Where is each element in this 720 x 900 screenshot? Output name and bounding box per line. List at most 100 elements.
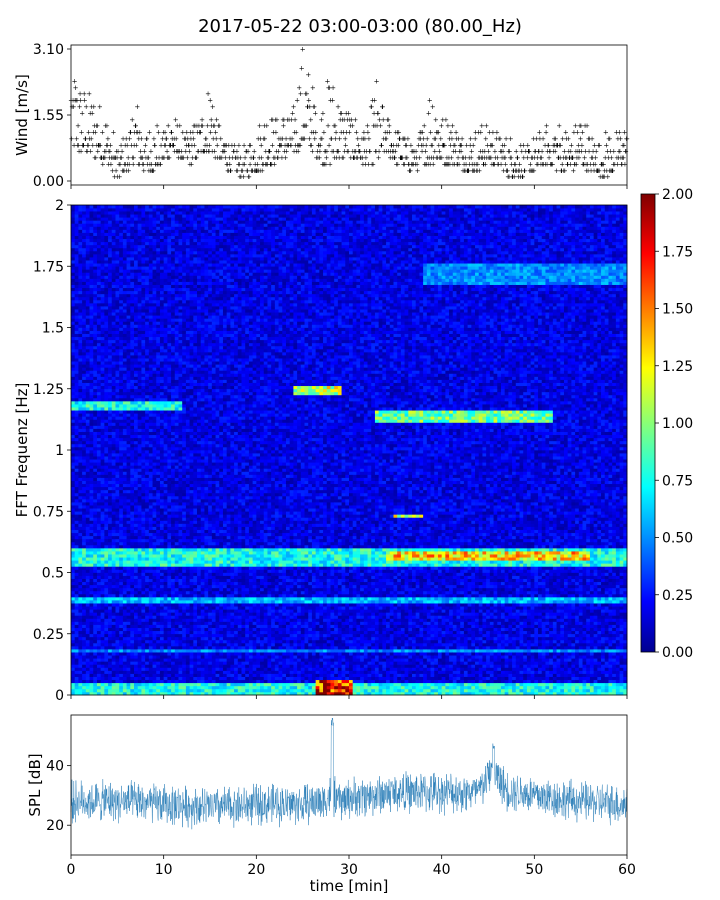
wind-point: + <box>546 141 552 149</box>
spectrogram-cell <box>148 554 153 558</box>
spectrogram-cell <box>126 456 131 460</box>
wind-point: + <box>93 154 99 162</box>
spectrogram-cell <box>115 557 120 561</box>
wind-point: + <box>554 167 560 175</box>
spectrogram-cell <box>119 269 124 273</box>
wind-point: + <box>265 154 271 162</box>
spectrogram-cell <box>134 226 139 230</box>
wind-point: + <box>473 129 479 137</box>
wind-point: + <box>253 167 259 175</box>
spectrogram-cell <box>108 269 113 273</box>
wind-point: + <box>448 129 454 137</box>
spectrogram-cell <box>85 440 90 445</box>
spectrogram-cell <box>119 324 124 328</box>
spectrogram-cell <box>156 306 161 310</box>
spectrogram-cell <box>104 333 109 338</box>
spectrogram-cell <box>89 241 94 246</box>
spectrogram-cell <box>137 511 142 515</box>
wind-point: + <box>96 141 102 149</box>
spectrogram-cell <box>74 416 79 420</box>
wind-point: + <box>114 148 120 156</box>
spectrogram-cell <box>111 235 116 240</box>
spectrogram-cell <box>119 296 124 301</box>
spectrogram-cell <box>82 593 87 598</box>
wind-point: + <box>288 141 294 149</box>
spectrogram-cell <box>115 658 120 662</box>
spectrogram-cell <box>119 205 124 209</box>
spectrogram-cell <box>89 303 94 307</box>
spectrogram-cell <box>148 578 153 583</box>
spectrogram-cell <box>115 453 120 457</box>
wind-point: + <box>471 160 477 168</box>
spectrogram-cell <box>93 495 98 500</box>
spectrogram-cell <box>78 538 83 543</box>
spectrogram-cell <box>122 624 127 628</box>
wind-point: + <box>299 135 305 143</box>
spectrogram-cell <box>85 220 90 224</box>
spectrogram-cell <box>141 630 146 635</box>
spectrogram-cell <box>85 312 90 316</box>
spectrogram-cell <box>78 345 83 350</box>
spectrogram-cell <box>111 358 116 362</box>
spectrogram-cell <box>115 370 120 374</box>
spectrogram-cell <box>100 462 105 466</box>
wind-point: + <box>494 135 500 143</box>
spectrogram-cell <box>130 639 135 644</box>
wind-point: + <box>388 148 394 156</box>
spectrogram-cell <box>115 615 120 619</box>
spectrogram-cell <box>134 673 139 677</box>
spectrogram-cell <box>152 263 157 267</box>
wind-point: + <box>502 141 508 149</box>
wind-point: + <box>466 154 472 162</box>
wind-point: + <box>126 167 132 175</box>
spectrogram-cell <box>156 688 161 693</box>
spectrogram-cell <box>71 499 76 503</box>
spectrogram-cell <box>96 226 102 230</box>
spectrogram-cell <box>148 499 153 503</box>
spectrogram-cell <box>108 287 113 292</box>
spectrogram-cell <box>145 593 150 598</box>
wind-point: + <box>151 135 157 143</box>
spectrogram-cell <box>126 241 131 246</box>
spectrogram-cell <box>74 590 79 595</box>
spectrogram-cell <box>141 370 146 374</box>
spectrogram-cell <box>111 502 116 506</box>
wind-point: + <box>398 154 404 162</box>
spectrogram-cell <box>111 388 116 393</box>
spectrogram-cell <box>96 419 102 423</box>
wind-point: + <box>617 135 623 143</box>
wind-point: + <box>102 154 108 162</box>
spectrogram-cell <box>119 587 124 592</box>
spectrogram-cell <box>126 548 131 552</box>
spectrogram-cell <box>115 388 120 393</box>
spectrogram-cell <box>134 581 139 586</box>
wind-point: + <box>89 103 95 111</box>
wind-point: + <box>465 167 471 175</box>
wind-point: + <box>541 160 547 168</box>
spectrogram-cell <box>111 676 116 681</box>
spectrogram-cell <box>130 211 135 215</box>
spectrogram-cell <box>148 306 153 310</box>
spectrogram-cell <box>130 489 135 494</box>
spectrogram-cell <box>93 450 98 454</box>
spectrogram-cell <box>156 342 161 347</box>
spectrogram-cell <box>85 278 90 282</box>
spectrogram-cell <box>134 309 139 313</box>
wind-point: + <box>149 167 155 175</box>
spectrogram-cell <box>71 440 76 445</box>
wind-point: + <box>616 148 622 156</box>
spectrogram-cell <box>119 624 124 628</box>
spectrogram-cell <box>148 324 153 328</box>
wind-point: + <box>87 109 93 117</box>
wind-point: + <box>248 154 254 162</box>
wind-point: + <box>469 160 475 168</box>
wind-point: + <box>122 141 128 149</box>
spectrogram-cell <box>104 532 109 537</box>
wind-point: + <box>358 154 364 162</box>
spectrogram-cell <box>104 247 109 252</box>
spectrogram-cell <box>85 318 90 322</box>
spectrogram-cell <box>93 303 98 307</box>
spectrogram-cell <box>111 682 116 687</box>
spectrogram-cell <box>130 642 135 647</box>
spectrogram-cell <box>115 520 120 524</box>
